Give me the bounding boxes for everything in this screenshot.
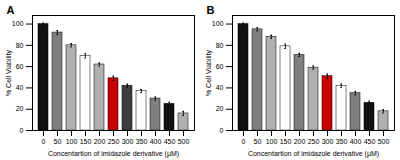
svg-text:50: 50: [54, 138, 62, 145]
svg-text:450: 450: [164, 138, 176, 145]
svg-text:200: 200: [94, 138, 106, 145]
svg-text:400: 400: [350, 138, 362, 145]
svg-text:A: A: [7, 4, 15, 16]
svg-text:500: 500: [178, 138, 190, 145]
svg-text:300: 300: [322, 138, 334, 145]
svg-text:100: 100: [266, 138, 278, 145]
svg-text:0: 0: [42, 138, 46, 145]
svg-text:350: 350: [136, 138, 148, 145]
svg-text:20: 20: [216, 105, 224, 112]
svg-text:250: 250: [108, 138, 120, 145]
svg-text:350: 350: [336, 138, 348, 145]
svg-text:100: 100: [12, 20, 24, 27]
svg-text:0: 0: [20, 127, 24, 134]
svg-text:0: 0: [220, 127, 224, 134]
svg-text:% Cell Viability: % Cell Viability: [5, 49, 13, 96]
svg-text:200: 200: [294, 138, 306, 145]
svg-text:% Cell Viability: % Cell Viability: [205, 49, 213, 96]
svg-text:40: 40: [16, 84, 24, 91]
svg-text:450: 450: [364, 138, 376, 145]
svg-text:0: 0: [242, 138, 246, 145]
svg-text:100: 100: [212, 20, 224, 27]
svg-text:80: 80: [16, 42, 24, 49]
svg-text:150: 150: [80, 138, 92, 145]
svg-text:60: 60: [16, 63, 24, 70]
svg-text:500: 500: [378, 138, 390, 145]
svg-text:80: 80: [216, 42, 224, 49]
svg-text:50: 50: [254, 138, 262, 145]
svg-text:250: 250: [308, 138, 320, 145]
svg-text:Concentartion of imidazole der: Concentartion of imidazole derivative (µ…: [248, 150, 379, 158]
svg-text:B: B: [207, 4, 215, 16]
svg-text:Concentartion of imidazole der: Concentartion of imidazole derivative (µ…: [48, 150, 179, 158]
svg-text:60: 60: [216, 63, 224, 70]
svg-text:100: 100: [66, 138, 78, 145]
svg-text:400: 400: [150, 138, 162, 145]
svg-text:150: 150: [280, 138, 292, 145]
svg-text:20: 20: [16, 105, 24, 112]
svg-text:300: 300: [122, 138, 134, 145]
svg-text:40: 40: [216, 84, 224, 91]
